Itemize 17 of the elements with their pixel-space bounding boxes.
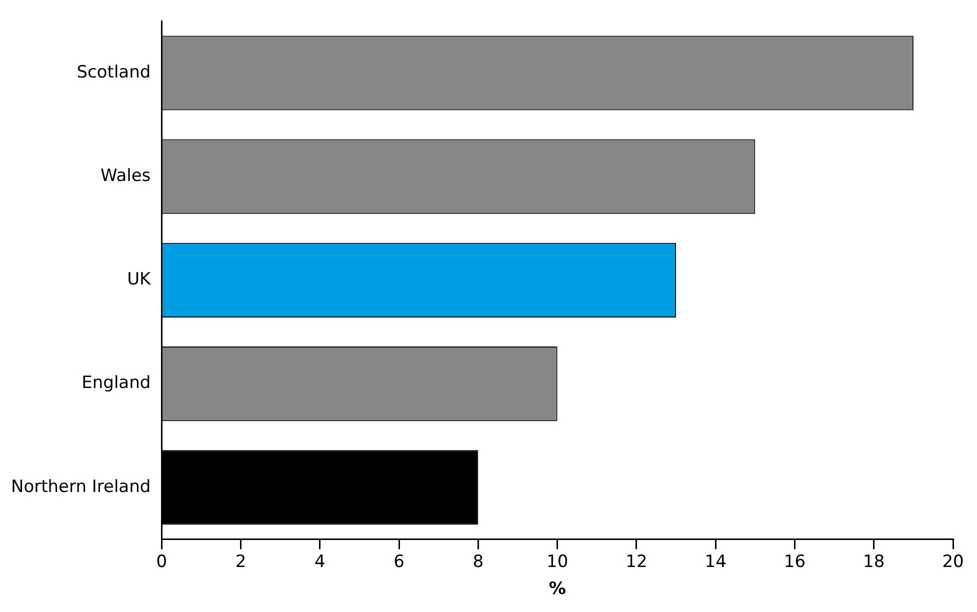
y-tick-label: England xyxy=(82,373,151,394)
x-tick-label: 8 xyxy=(472,552,484,572)
x-tick-label: 2 xyxy=(235,552,246,572)
x-tick-label: 14 xyxy=(704,552,726,572)
y-tick-label: UK xyxy=(127,270,152,290)
x-tick-label: 20 xyxy=(942,552,964,572)
y-tick-label: Northern Ireland xyxy=(10,476,151,497)
y-tick-label: Wales xyxy=(100,166,151,186)
x-tick-label: 4 xyxy=(314,552,326,572)
x-tick-label: 18 xyxy=(863,552,885,572)
x-tick-label: 0 xyxy=(156,552,168,572)
x-tick-label: 10 xyxy=(546,552,568,572)
x-axis-title: % xyxy=(548,579,566,600)
x-tick-label: 16 xyxy=(784,552,806,572)
y-tick-label: Scotland xyxy=(76,62,151,82)
x-tick-label: 6 xyxy=(394,552,404,572)
x-tick-label: 12 xyxy=(626,552,648,572)
